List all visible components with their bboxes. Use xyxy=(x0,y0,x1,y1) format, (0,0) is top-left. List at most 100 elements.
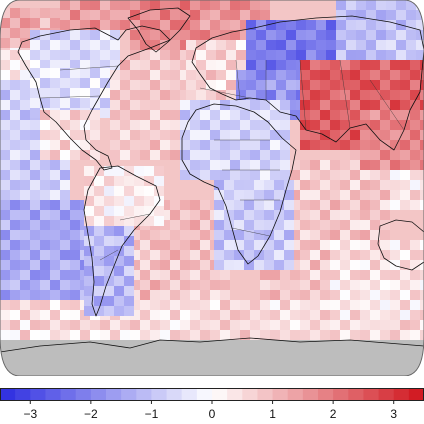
anomaly-cell-central-asia xyxy=(380,90,390,100)
anomaly-cell-canada-south xyxy=(50,50,60,60)
anomaly-cell-mexico xyxy=(40,120,50,130)
anomaly-cell-central-asia xyxy=(320,110,330,120)
anomaly-cell-central-asia xyxy=(320,130,330,140)
anomaly-cell-north-america-arctic xyxy=(70,10,80,20)
anomaly-cell-siberia xyxy=(346,30,356,40)
anomaly-cell-north-pacific-east xyxy=(30,170,40,180)
anomaly-cell-russia-west xyxy=(306,50,316,60)
anomaly-cell-indian-ocean xyxy=(340,210,350,220)
anomaly-cell-australia-sea xyxy=(330,310,340,320)
anomaly-cell-north-pacific-west xyxy=(410,190,420,200)
anomaly-cell-usa xyxy=(70,78,80,88)
anomaly-cell-south-america-south xyxy=(104,266,114,276)
anomaly-cell-greenland xyxy=(140,40,150,50)
anomaly-cell-australia-sea xyxy=(380,240,390,250)
anomaly-cell-indian-ocean xyxy=(340,190,350,200)
anomaly-cell-alaska xyxy=(10,28,20,38)
anomaly-cell-usa xyxy=(70,88,80,98)
anomaly-cell-southern-ocean xyxy=(200,310,210,320)
anomaly-cell-europe-west xyxy=(206,70,216,80)
anomaly-cell-russia-west xyxy=(256,40,266,50)
anomaly-cell-indian-ocean xyxy=(300,250,310,260)
anomaly-cell-greenland xyxy=(170,0,180,10)
anomaly-cell-north-america-arctic xyxy=(120,10,130,20)
anomaly-cell-southern-ocean xyxy=(60,330,70,340)
anomaly-cell-southern-ocean xyxy=(370,320,380,330)
anomaly-cell-indian-ocean xyxy=(380,170,390,180)
anomaly-cell-north-america-arctic xyxy=(120,0,130,10)
globe-outline xyxy=(0,0,424,376)
anomaly-cell-russia-west xyxy=(286,20,296,30)
anomaly-cell-indian-ocean xyxy=(280,270,290,280)
anomaly-cell-south-pacific-east xyxy=(60,280,70,290)
anomaly-cell-north-pacific-east xyxy=(10,190,20,200)
anomaly-cell-south-pacific-east xyxy=(0,220,10,230)
anomaly-cell-russia-west xyxy=(246,50,256,60)
anomaly-cell-africa-north xyxy=(200,170,210,180)
anomaly-cell-greenland xyxy=(180,0,190,10)
anomaly-cell-africa-south xyxy=(274,220,284,230)
anomaly-cell-north-atlantic xyxy=(110,150,120,160)
anomaly-cell-south-america-north xyxy=(124,176,134,186)
colorbar-tick-label: 3 xyxy=(390,407,397,421)
anomaly-cell-australia-sea xyxy=(400,300,410,310)
anomaly-cell-russia-west xyxy=(326,40,336,50)
anomaly-cell-north-pacific-west xyxy=(10,50,20,60)
anomaly-cell-south-atlantic xyxy=(170,200,180,210)
anomaly-cell-mexico xyxy=(80,150,90,160)
anomaly-cell-south-pacific-east xyxy=(60,220,70,230)
anomaly-cell-usa xyxy=(50,78,60,88)
anomaly-cell-north-atlantic xyxy=(140,90,150,100)
anomaly-cell-southern-ocean xyxy=(310,320,320,330)
anomaly-cell-mexico xyxy=(50,140,60,150)
anomaly-cell-south-pacific-east xyxy=(50,280,60,290)
anomaly-cell-europe-north xyxy=(220,0,230,10)
anomaly-cell-siberia xyxy=(356,0,366,10)
anomaly-cell-siberia xyxy=(386,30,396,40)
anomaly-cell-africa-north xyxy=(240,130,250,140)
anomaly-cell-southern-ocean xyxy=(280,300,290,310)
anomaly-cell-mexico xyxy=(50,150,60,160)
anomaly-cell-africa-north xyxy=(210,100,220,110)
anomaly-cell-indian-ocean xyxy=(290,250,300,260)
anomaly-cell-africa-south xyxy=(264,250,274,260)
anomaly-cell-southern-ocean xyxy=(230,300,240,310)
anomaly-cell-canada-south xyxy=(70,40,80,50)
anomaly-cell-north-america-arctic xyxy=(110,10,120,20)
anomaly-cell-greenland xyxy=(170,40,180,50)
anomaly-cell-south-america-south xyxy=(114,306,124,316)
anomaly-cell-indian-ocean xyxy=(340,160,350,170)
anomaly-cell-north-atlantic xyxy=(150,80,160,90)
anomaly-cell-europe-north xyxy=(240,10,250,20)
anomaly-cell-central-asia xyxy=(360,90,370,100)
anomaly-cell-south-pacific-east xyxy=(30,280,40,290)
anomaly-cell-central-asia xyxy=(370,90,380,100)
anomaly-cell-australia-sea xyxy=(330,290,340,300)
anomaly-cell-south-america-north xyxy=(84,196,94,206)
anomaly-cell-south-pacific-east xyxy=(70,240,80,250)
anomaly-cell-alaska xyxy=(20,8,30,18)
anomaly-cell-southern-ocean xyxy=(150,300,160,310)
anomaly-cell-north-atlantic xyxy=(150,120,160,130)
anomaly-cell-south-pacific-east xyxy=(60,290,70,300)
anomaly-cell-australia-sea xyxy=(370,280,380,290)
anomaly-cell-alaska xyxy=(0,18,10,28)
anomaly-cell-africa-north xyxy=(270,120,280,130)
anomaly-cell-south-atlantic xyxy=(190,250,200,260)
anomaly-cell-indian-ocean xyxy=(310,180,320,190)
anomaly-cell-africa-north xyxy=(260,120,270,130)
anomaly-cell-southern-ocean xyxy=(330,330,340,340)
anomaly-cell-africa-north xyxy=(200,120,210,130)
anomaly-cell-south-pacific-east xyxy=(0,270,10,280)
anomaly-cell-africa-south xyxy=(224,200,234,210)
anomaly-cell-canada-south xyxy=(50,60,60,70)
colorbar-swatch xyxy=(257,388,274,400)
anomaly-cell-north-atlantic xyxy=(170,120,180,130)
anomaly-cell-africa-south xyxy=(214,220,224,230)
anomaly-cell-indian-ocean xyxy=(370,200,380,210)
anomaly-cell-south-america-south xyxy=(94,296,104,306)
anomaly-cell-north-atlantic xyxy=(150,130,160,140)
anomaly-cell-canada-south xyxy=(30,40,40,50)
anomaly-cell-australia-sea xyxy=(330,260,340,270)
anomaly-cell-siberia xyxy=(376,50,386,60)
